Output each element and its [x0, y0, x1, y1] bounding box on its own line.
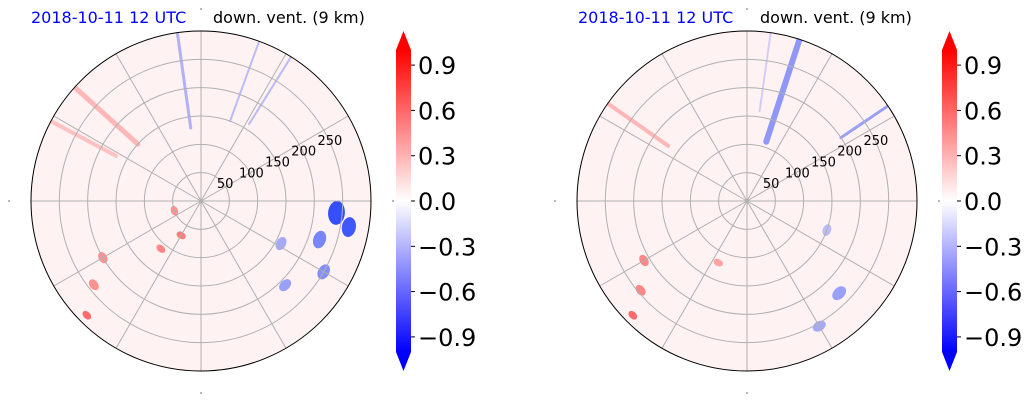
colorbar-tick-label-left-5: −0.6: [418, 279, 476, 307]
field-streak-left-2: [248, 55, 293, 126]
angular-gridline-left-8: [53, 200, 202, 287]
colorbar-tick-label-right-5: −0.6: [964, 279, 1022, 307]
outer-tick-mark-right-1: [938, 200, 940, 202]
title-variable-left: down. vent. (9 km): [213, 8, 365, 27]
angular-gridline-left-1: [200, 53, 287, 202]
colorbar-ticks-right: 0.9 0.6 0.3 0.0 −0.3 −0.6 −0.9: [957, 52, 1022, 352]
outer-tick-mark-left-2: [200, 392, 202, 394]
field-patch-left-10: [279, 279, 292, 292]
field-patch-left-9: [275, 236, 287, 251]
angular-gridline-right-1: [746, 53, 833, 202]
colorbar-tick-label-left-0: 0.9: [418, 52, 456, 80]
colorbar-extend-max-left: [396, 31, 411, 50]
radial-tick-label-left-1: 100: [239, 166, 264, 181]
field-patch-left-5: [328, 200, 345, 225]
outer-tick-mark-right-0: [746, 8, 748, 10]
polar-grid-right: [554, 8, 940, 394]
colorbar-tick-label-left-1: 0.6: [418, 97, 456, 125]
angular-gridline-left-4: [200, 200, 349, 287]
colorbar-tick-label-left-4: −0.3: [418, 233, 476, 261]
field-streak-left-4: [48, 119, 118, 158]
radial-tick-label-left-3: 200: [291, 145, 316, 160]
outer-tick-mark-left-0: [200, 8, 202, 10]
colorbar-extend-max-right: [942, 31, 957, 50]
field-patch-right-8: [635, 284, 646, 296]
outer-tick-mark-left-3: [8, 200, 10, 202]
colorbar-tick-label-right-2: 0.3: [964, 143, 1002, 171]
radial-tick-label-left-2: 150: [265, 155, 290, 170]
title-date-left: 2018-10-11 12 UTC: [31, 8, 186, 27]
field-streak-left-1: [229, 40, 261, 123]
colorbar-tick-label-right-4: −0.3: [964, 233, 1022, 261]
colorbar-right: 0.9 0.6 0.3 0.0 −0.3 −0.6 −0.9: [942, 31, 1022, 371]
colorbar-left: 0.9 0.6 0.3 0.0 −0.3 −0.6 −0.9: [396, 31, 476, 371]
field-streak-left-0: [175, 31, 193, 130]
field-patch-left-6: [341, 217, 356, 237]
angular-gridline-left-10: [53, 115, 202, 202]
field-layer-right: [605, 31, 890, 332]
angular-gridline-right-11: [661, 53, 748, 202]
angular-gridline-right-7: [661, 200, 748, 349]
angular-gridline-right-10: [599, 115, 748, 202]
angular-gridline-right-4: [746, 200, 895, 287]
angular-gridline-left-11: [115, 53, 202, 202]
radial-tick-label-right-2: 150: [811, 155, 836, 170]
polar-frame-right: [576, 30, 918, 372]
colorbar-tick-label-left-3: 0.0: [418, 188, 456, 216]
colorbar-body-right: [942, 50, 957, 352]
angular-gridline-left-2: [200, 115, 349, 202]
polar-grid-left: [8, 8, 394, 394]
colorbar-body-left: [396, 50, 411, 352]
colorbar-tick-label-right-6: −0.9: [964, 324, 1022, 352]
panel-left: 2018-10-11 12 UTC down. vent. (9 km) 50 1…: [8, 8, 394, 394]
colorbar-tick-label-right-0: 0.9: [964, 52, 1002, 80]
field-streak-right-0: [763, 36, 803, 145]
radial-tick-label-right-0: 50: [763, 177, 780, 192]
angular-gridline-right-5: [746, 200, 833, 349]
radial-tick-label-right-1: 100: [785, 166, 810, 181]
colorbar-tick-label-right-1: 0.6: [964, 97, 1002, 125]
field-patch-left-15: [88, 279, 99, 291]
colorbar-tick-label-right-3: 0.0: [964, 188, 1002, 216]
field-patch-left-16: [82, 310, 92, 320]
title-date-right: 2018-10-11 12 UTC: [578, 8, 733, 27]
outer-tick-mark-right-3: [554, 200, 556, 202]
colorbar-extend-min-right: [942, 352, 957, 371]
outer-tick-mark-right-2: [746, 392, 748, 394]
angular-gridline-right-8: [599, 200, 748, 287]
field-layer-left: [48, 31, 356, 320]
field-streak-right-3: [605, 101, 671, 148]
field-streak-right-2: [758, 31, 772, 113]
radial-tick-label-left-4: 250: [317, 134, 342, 149]
angular-gridline-right-2: [746, 115, 895, 202]
radial-tick-label-right-3: 200: [837, 145, 862, 160]
title-variable-right: down. vent. (9 km): [760, 8, 912, 27]
radial-tick-label-left-0: 50: [217, 177, 234, 192]
colorbar-extend-min-left: [396, 352, 411, 371]
field-patch-left-7: [312, 230, 327, 249]
field-patch-left-12: [156, 244, 166, 253]
field-patch-right-10: [628, 310, 638, 320]
colorbar-tick-label-left-6: −0.9: [418, 324, 476, 352]
polar-frame-left: [30, 30, 372, 372]
radial-tick-label-right-4: 250: [863, 134, 888, 149]
panel-right: 2018-10-11 12 UTC down. vent. (9 km) 50 1…: [554, 8, 940, 394]
angular-gridline-left-7: [115, 200, 202, 349]
colorbar-ticks-left: 0.9 0.6 0.3 0.0 −0.3 −0.6 −0.9: [411, 52, 476, 352]
field-streak-left-3: [72, 84, 141, 147]
outer-tick-mark-left-1: [392, 200, 394, 202]
colorbar-tick-label-left-2: 0.3: [418, 143, 456, 171]
field-patch-right-9: [713, 258, 724, 267]
angular-gridline-left-5: [200, 200, 287, 349]
field-patch-right-4: [832, 286, 847, 301]
